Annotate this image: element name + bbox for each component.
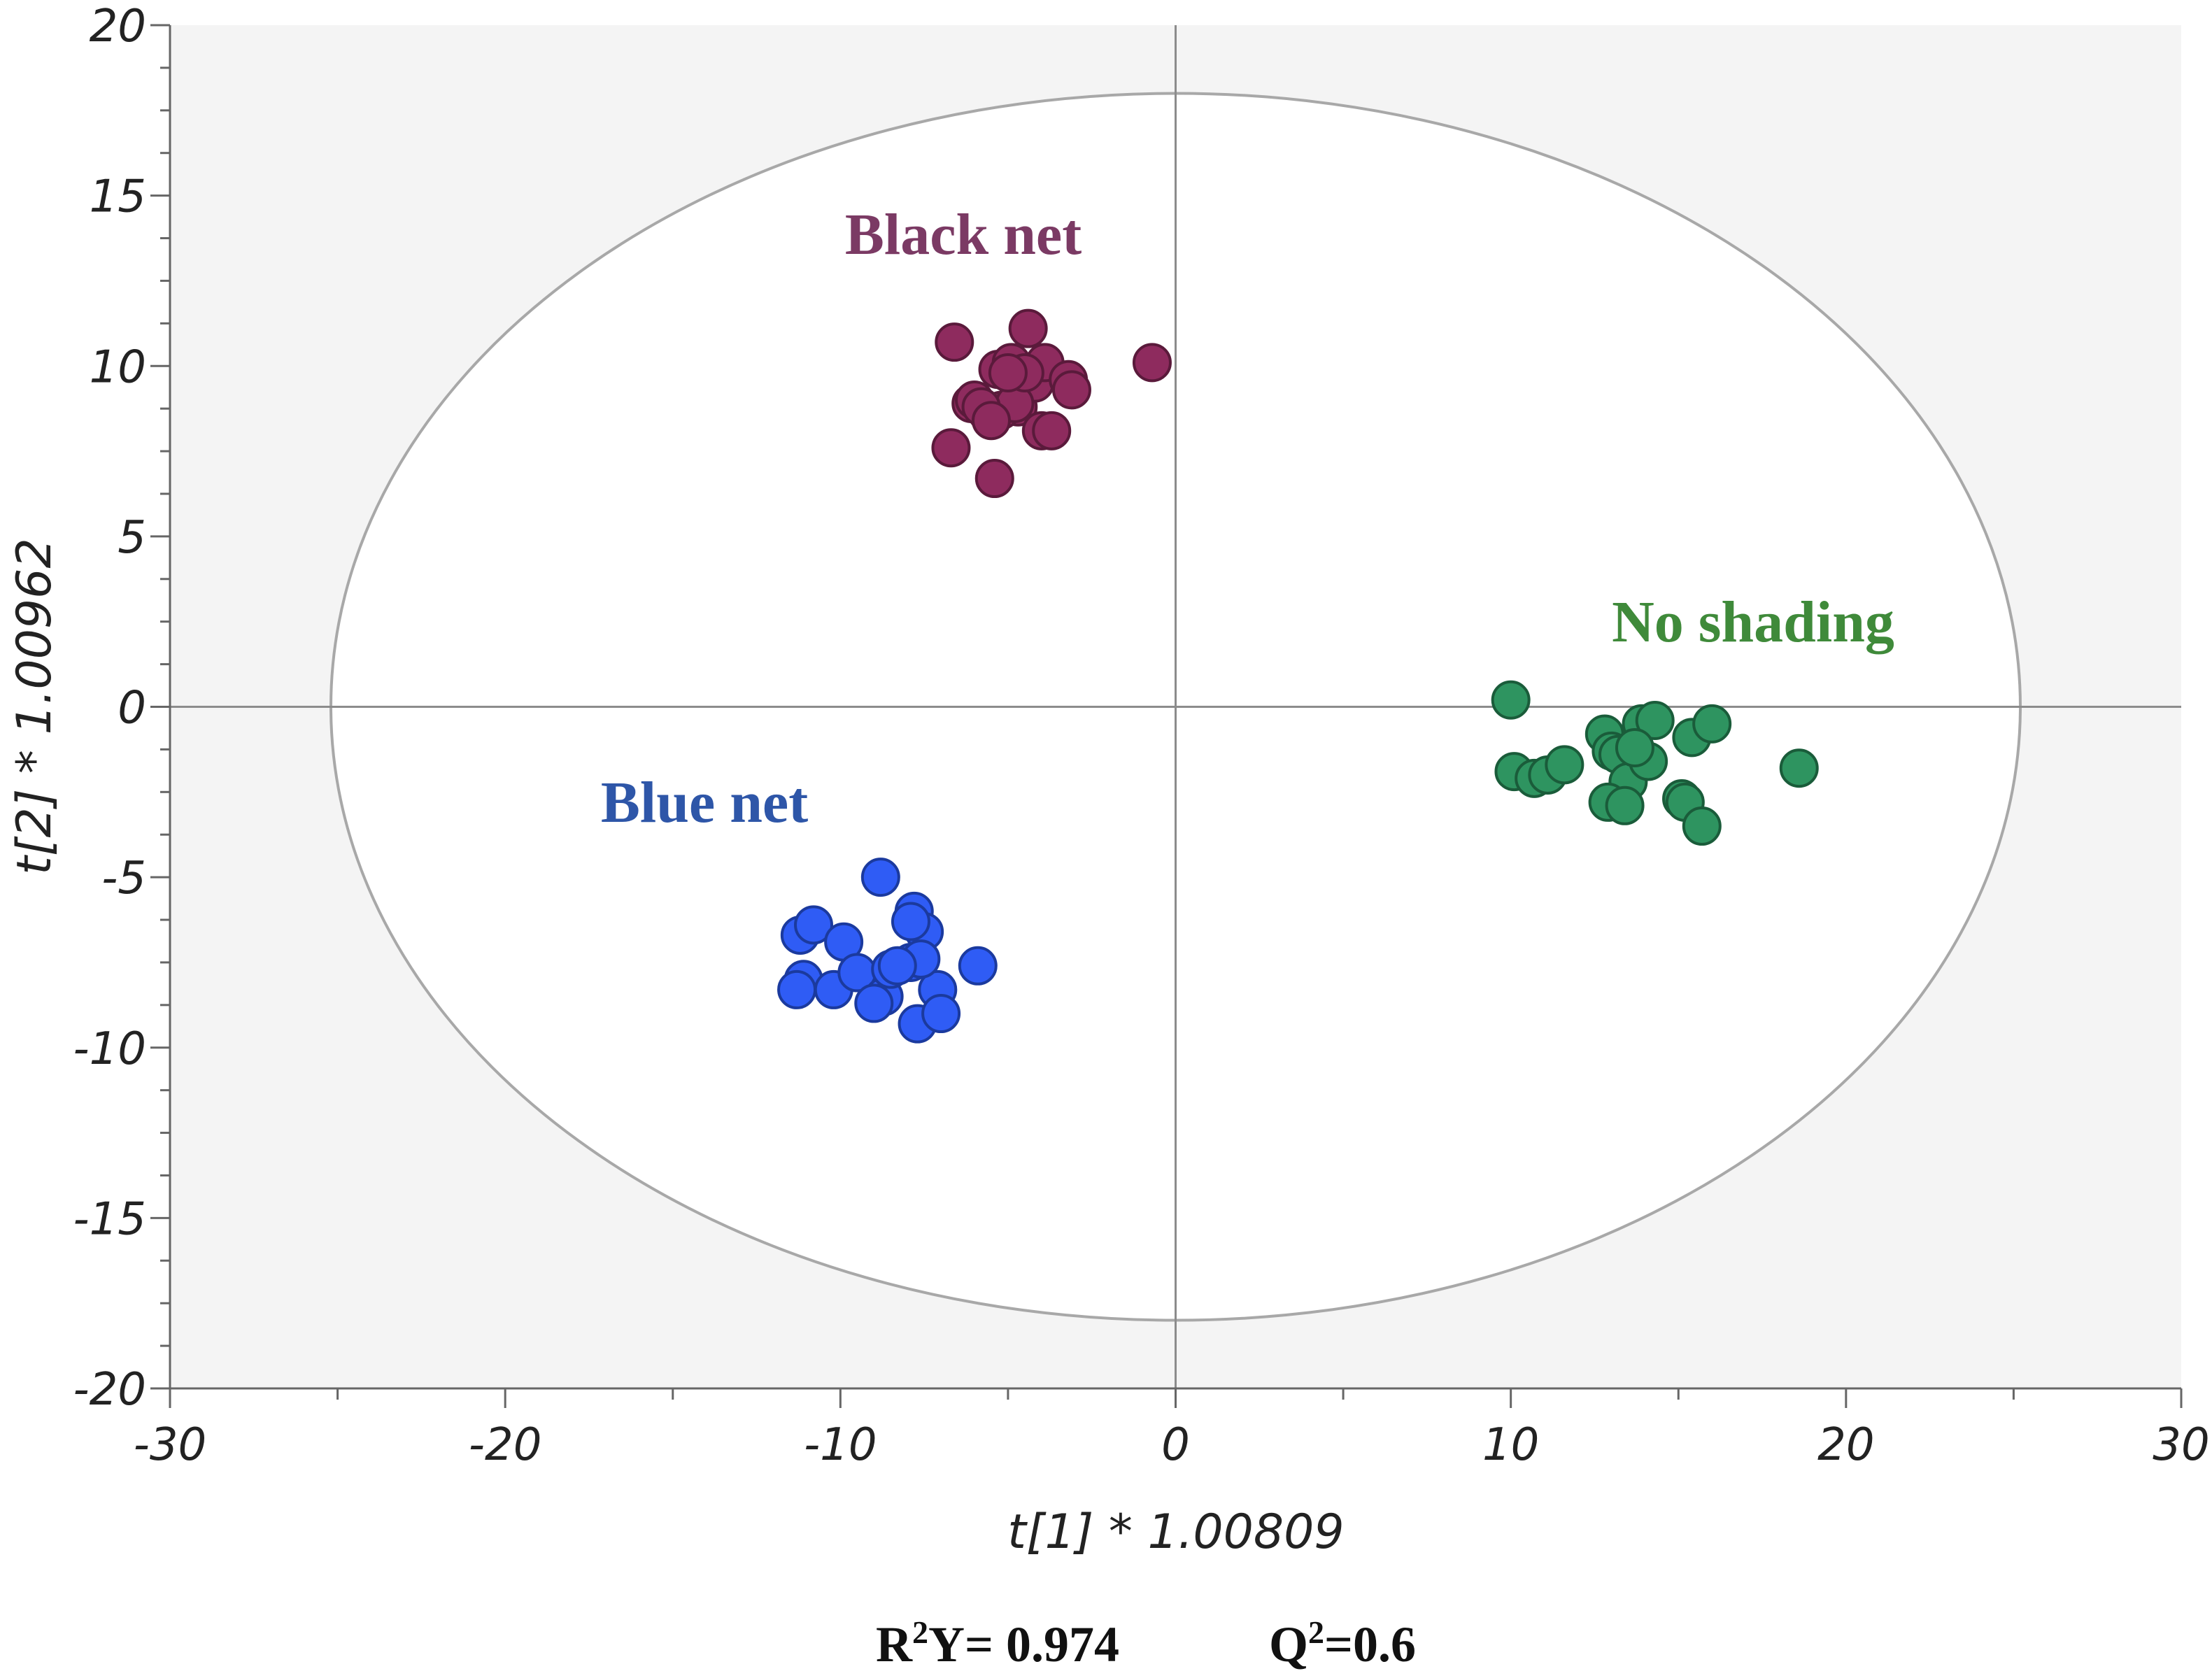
data-point: [1692, 704, 1732, 744]
blue-net-series: [777, 858, 998, 1044]
data-point: [1491, 680, 1531, 720]
y-tick-label: 5: [118, 512, 146, 564]
data-point: [974, 459, 1014, 499]
data-point: [854, 983, 894, 1023]
data-point: [1779, 748, 1819, 788]
data-point: [877, 946, 917, 986]
black-net-series: [931, 308, 1172, 499]
data-point: [1545, 745, 1584, 785]
x-tick-label: 20: [1817, 1419, 1874, 1471]
data-point: [1051, 370, 1091, 410]
x-axis-label: t[1] * 1.00809: [1007, 1505, 1344, 1560]
q2-prefix: Q: [1269, 1616, 1308, 1672]
x-tick-label: -20: [469, 1419, 542, 1471]
y-tick-label: 20: [90, 1, 146, 52]
x-tick-label: 30: [2153, 1419, 2209, 1471]
y-tick-label: 10: [90, 341, 146, 393]
y-axis-label: t[2] * 1.00962: [7, 538, 62, 874]
x-tick-label: -30: [134, 1419, 207, 1471]
data-point: [1635, 700, 1675, 740]
r2y-value: Y= 0.974: [928, 1616, 1119, 1672]
black-net-label: Black net: [845, 202, 1082, 267]
data-point: [1682, 806, 1722, 846]
q2-stat: Q2=0.6: [1269, 1614, 1416, 1672]
r2y-stat: R2Y= 0.974: [876, 1614, 1119, 1672]
q2-superscript: 2: [1308, 1614, 1324, 1650]
r2y-superscript: 2: [912, 1614, 928, 1650]
y-tick-label: 0: [118, 683, 146, 734]
data-point: [931, 428, 971, 468]
y-tick-label: 15: [90, 171, 146, 223]
data-point: [958, 946, 998, 986]
data-point: [1008, 308, 1048, 348]
data-point: [935, 322, 974, 362]
r2y-prefix: R: [876, 1616, 913, 1672]
data-point: [1605, 785, 1645, 825]
data-point: [1615, 727, 1654, 767]
data-points: [777, 308, 1819, 1044]
y-tick-label: -5: [101, 853, 146, 904]
x-tick-label: -10: [804, 1419, 877, 1471]
data-point: [891, 902, 930, 941]
data-point: [794, 905, 833, 945]
no-shading-series: [1491, 680, 1819, 846]
data-point: [1032, 411, 1072, 450]
data-point: [777, 969, 817, 1009]
no-shading-label: No shading: [1612, 590, 1894, 655]
y-tick-label: -10: [73, 1023, 146, 1075]
data-point: [988, 353, 1028, 392]
x-tick-label: 0: [1161, 1419, 1190, 1471]
data-point: [921, 994, 961, 1034]
blue-net-label: Blue net: [601, 770, 808, 835]
data-point: [971, 401, 1011, 441]
data-point: [860, 858, 900, 897]
x-tick-label: 10: [1482, 1419, 1539, 1471]
q2-value: =0.6: [1324, 1616, 1416, 1672]
y-tick-label: -15: [73, 1193, 146, 1245]
y-tick-label: -20: [73, 1364, 146, 1416]
data-point: [1132, 343, 1172, 383]
